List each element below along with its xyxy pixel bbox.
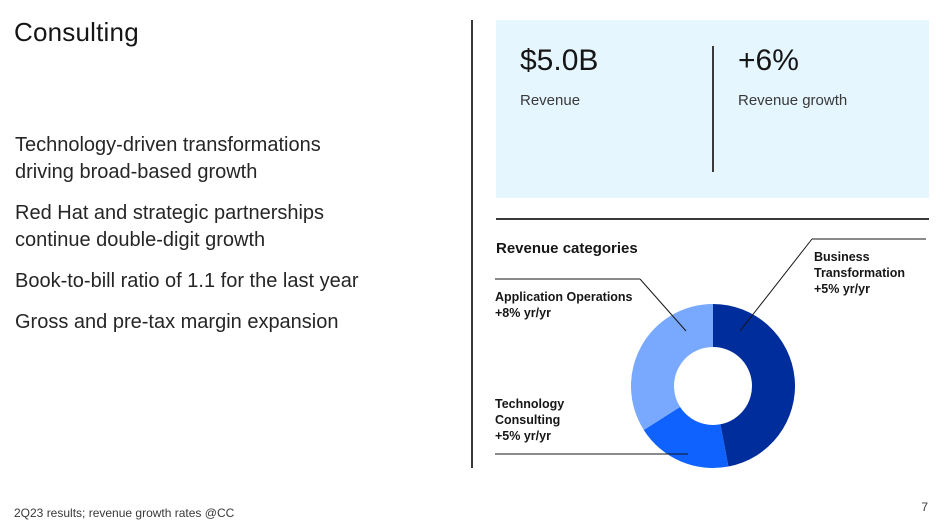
label-line: Technology [495, 397, 565, 411]
slice-application-operations [631, 304, 713, 430]
label-business-transformation: Business Transformation +5% yr/yr [814, 249, 905, 297]
horizontal-divider [496, 218, 929, 220]
kpi-panel: $5.0B Revenue +6% Revenue growth [496, 20, 929, 198]
label-application-operations: Application Operations +8% yr/yr [495, 289, 633, 321]
kpi-value: +6% [738, 44, 799, 77]
chart-title: Revenue categories [496, 240, 638, 257]
bullet-item: Gross and pre-tax margin expansion [15, 311, 339, 333]
label-line: +5% yr/yr [814, 282, 870, 296]
label-line: Transformation [814, 266, 905, 280]
bullet-item: Book-to-bill ratio of 1.1 for the last y… [15, 270, 359, 292]
bullet-item: Technology-driven transformations drivin… [15, 134, 321, 183]
kpi-label: Revenue growth [738, 92, 848, 109]
kpi-revenue: $5.0B Revenue [520, 44, 598, 109]
footer-note: 2Q23 results; revenue growth rates @CC [14, 506, 235, 520]
vertical-divider [471, 20, 473, 468]
page-number: 7 [921, 500, 928, 514]
label-line: +8% yr/yr [495, 306, 551, 320]
label-line: Application Operations [495, 290, 633, 304]
label-technology-consulting: Technology Consulting +5% yr/yr [495, 396, 564, 444]
kpi-separator [712, 46, 714, 172]
label-line: +5% yr/yr [495, 429, 551, 443]
donut-slices [631, 304, 795, 468]
label-line: Consulting [495, 413, 561, 427]
slice-business-transformation [713, 304, 795, 467]
kpi-value: $5.0B [520, 44, 599, 77]
kpi-label: Revenue [520, 92, 581, 109]
leader-line-business-transformation [739, 238, 813, 332]
bullet-item: Red Hat and strategic partnerships conti… [15, 202, 325, 251]
label-line: Business [814, 250, 870, 264]
kpi-revenue-growth: +6% Revenue growth [738, 44, 847, 109]
slide-title: Consulting [14, 17, 139, 47]
leader-line-application-operations [639, 278, 687, 332]
bullet-list: Technology-driven transformations drivin… [15, 132, 435, 350]
slice-technology-consulting [643, 406, 729, 468]
leader-lines [495, 238, 926, 455]
